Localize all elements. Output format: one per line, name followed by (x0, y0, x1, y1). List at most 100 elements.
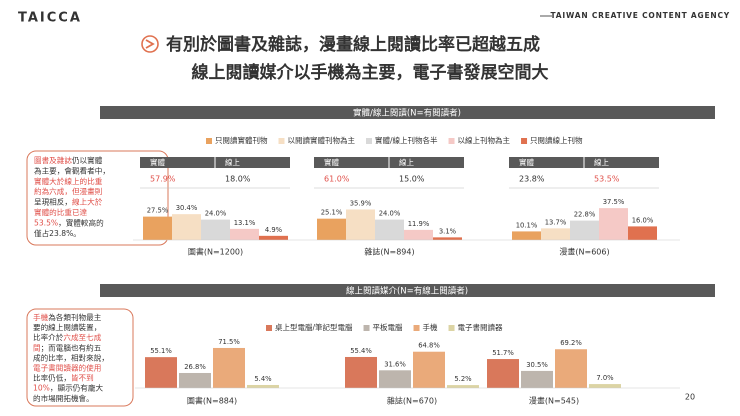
note-line: 比率仍低，皆不到 (33, 373, 94, 383)
note-line: 為主要，會觀看者中， (34, 165, 110, 175)
bar (433, 237, 462, 240)
table-header-cell: 線上 (399, 157, 414, 167)
note-line: 間；而電腦也有約五 (33, 342, 102, 352)
category-label: 雜誌(N=670) (387, 396, 437, 406)
bar (213, 347, 245, 388)
legend-swatch (266, 325, 272, 331)
bar-value-label: 13.7% (545, 218, 567, 226)
bar (521, 370, 553, 388)
category-label: 圖書(N=1200) (188, 247, 243, 257)
bar (599, 208, 628, 240)
note-text: 電子書閱讀器的使用 (33, 363, 101, 373)
table-cell: 23.8% (519, 175, 545, 184)
legend-label: 手機 (423, 322, 438, 332)
bar-value-label: 64.8% (418, 342, 440, 350)
note-line: 約為六成，但漫畫則 (34, 186, 102, 196)
bar-value-label: 4.9% (265, 226, 283, 234)
bar-value-label: 69.2% (560, 339, 582, 347)
note-line: 成的比率，相對來說， (33, 352, 109, 362)
note-text: 圖書及雜誌 (34, 155, 72, 165)
note-line: 電子書閱讀器的使用 (33, 363, 101, 373)
bar-value-label: 55.1% (150, 347, 172, 355)
legend-label: 只閱讀實體刊物 (215, 135, 268, 145)
bar-value-label: 11.9% (408, 220, 430, 228)
note-box (26, 150, 169, 246)
legend-swatch (448, 138, 455, 144)
legend-label: 只閱讀線上刊物 (530, 135, 583, 145)
note-line: 比率介於六成至七成 (33, 332, 102, 342)
note-line: 實體的比重已達 (34, 207, 88, 217)
bar (447, 385, 479, 388)
section-title: 線上閱讀媒介(N=有線上閱讀者) (346, 286, 468, 297)
note-box (26, 308, 134, 407)
legend-label: 電子書閱讀器 (458, 322, 503, 332)
note-text: 53.5% (34, 218, 58, 227)
table-cell: 15.0% (399, 175, 425, 184)
title-line: 線上閱讀媒介以手機為主要，電子書發展空間大 (192, 62, 549, 83)
note-text: 要的線上閱讀裝置， (33, 322, 101, 332)
bar (230, 228, 259, 240)
page-number: 20 (685, 393, 695, 402)
logo: TAICCA (18, 11, 82, 26)
legend-label: 平板電腦 (373, 322, 403, 332)
note-line: 10%，顯示仍有龐大 (33, 383, 103, 393)
note-text: 比率仍低， (33, 373, 71, 383)
bar-value-label: 24.0% (205, 210, 227, 218)
note-text: 仍以實體 (72, 155, 103, 165)
note-line: 要的線上閱讀裝置， (33, 322, 101, 332)
bar-value-label: 30.5% (526, 361, 548, 369)
bar-value-label: 7.0% (596, 374, 614, 382)
bar-value-label: 5.2% (454, 375, 472, 383)
bar (317, 218, 346, 240)
section-banner (100, 284, 715, 297)
legend-label: 桌上型電腦/筆記型電腦 (275, 322, 353, 332)
bar-value-label: 3.1% (439, 227, 457, 235)
note-text: ，實體較高的 (58, 217, 104, 227)
bar-value-label: 51.7% (492, 349, 514, 357)
note-text: ，顯示仍有龐大 (50, 383, 104, 393)
bar-value-label: 5.4% (254, 375, 272, 383)
legend-label: 以閱讀實體刊物為主 (288, 135, 356, 145)
bar (145, 357, 177, 388)
category-label: 雜誌(N=894) (364, 247, 414, 257)
bar (570, 220, 599, 240)
category-label: 漫畫(N=606) (559, 247, 609, 257)
table-cell: 61.0% (324, 175, 350, 184)
bar-value-label: 16.0% (632, 216, 654, 224)
section-title: 實體/線上閱讀(N=有閱讀者) (353, 108, 461, 119)
note-line: 手機為各類刊物最主 (33, 312, 102, 322)
note-text: 間 (33, 343, 41, 352)
bar-value-label: 55.4% (350, 347, 372, 355)
table-cell: 53.5% (594, 175, 620, 184)
table-header-cell: 實體 (519, 157, 534, 167)
table-cell: 57.9% (150, 175, 176, 184)
bar (628, 226, 657, 240)
note-line: 呈現相反，線上大於 (34, 197, 103, 207)
note-text: 皆不到 (71, 374, 94, 383)
note-line: 的市場開拓機會。 (33, 393, 94, 403)
bar-value-label: 24.0% (379, 210, 401, 218)
bar (512, 231, 541, 240)
note-text: 約為六成，但漫畫則 (34, 186, 102, 196)
title-icon (141, 35, 159, 53)
note-text: ；而電腦也有約五 (41, 342, 102, 352)
note-text: 僅占23.8%。 (34, 228, 81, 238)
bar-value-label: 10.1% (516, 221, 538, 229)
legend-swatch (413, 325, 420, 331)
note-text: 的市場開拓機會。 (33, 393, 94, 403)
bar-value-label: 37.5% (603, 198, 625, 206)
agency-name: TAIWAN CREATIVE CONTENT AGENCY (550, 11, 730, 20)
bar (172, 214, 201, 240)
legend-label: 以線上刊物為主 (458, 135, 511, 145)
note-text: 為各類刊物最主 (48, 312, 102, 322)
bar-value-label: 35.9% (350, 199, 372, 207)
bar (379, 370, 411, 388)
note-line: 實體大於線上的比重 (34, 176, 103, 186)
bar-value-label: 30.4% (176, 204, 198, 212)
section-banner (100, 106, 715, 119)
bar-value-label: 27.5% (147, 207, 169, 215)
bar (404, 229, 433, 240)
note-text: 實體的比重已達 (34, 207, 88, 217)
note-text: 呈現相反， (34, 197, 72, 207)
note-line: 圖書及雜誌仍以實體 (34, 155, 103, 165)
